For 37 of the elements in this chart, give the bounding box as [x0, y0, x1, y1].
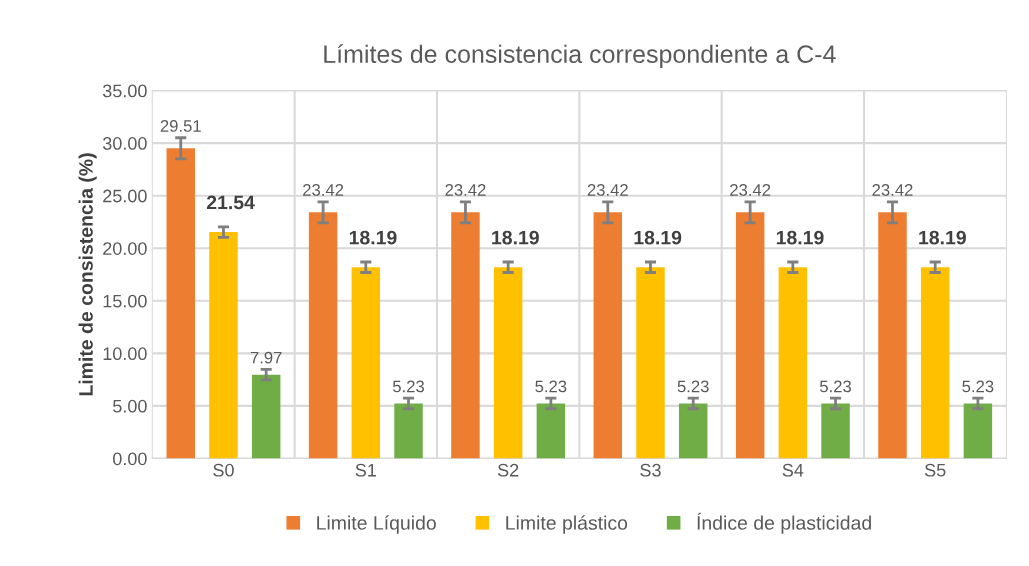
data-label: 18.19	[349, 230, 397, 245]
legend-label: Índice de plasticidad	[697, 512, 871, 534]
data-label: 5.23	[820, 380, 852, 393]
data-label: 23.42	[872, 184, 913, 196]
data-label: 18.19	[776, 230, 824, 245]
data-label: 18.19	[492, 230, 539, 245]
y-tick-label: 10.00	[103, 347, 147, 361]
data-label: 5.23	[535, 380, 567, 393]
y-tick-label: 20.00	[103, 242, 147, 255]
legend-label: Limite plástico	[506, 515, 628, 534]
x-tick-label: S2	[497, 463, 519, 477]
x-tick-label: S1	[355, 463, 376, 477]
data-label: 18.19	[634, 230, 682, 245]
x-tick-label: S5	[924, 463, 946, 477]
x-tick-label: S0	[213, 463, 234, 477]
data-label: 7.97	[250, 351, 282, 364]
data-label: 5.23	[392, 380, 424, 393]
data-label: 5.23	[677, 380, 709, 393]
y-tick-label: 0.00	[113, 452, 147, 466]
data-label: 5.23	[962, 380, 994, 393]
data-label: 21.54	[206, 195, 255, 210]
x-tick-label: S3	[640, 463, 661, 477]
data-label: 23.42	[587, 184, 628, 196]
data-label: 18.19	[919, 230, 966, 245]
y-tick-label: 30.00	[102, 137, 147, 150]
data-label: 23.42	[445, 184, 486, 196]
x-tick-label: S4	[782, 463, 804, 477]
y-tick-label: 25.00	[103, 189, 147, 203]
y-axis-title: Limite de consistencia (%)	[78, 153, 97, 396]
legend-label: Limite Líquido	[317, 515, 436, 534]
data-label: 23.42	[730, 184, 771, 196]
data-label: 29.51	[160, 120, 201, 132]
chart-title: Límites de consistencia correspondiente a C-4	[324, 44, 836, 68]
y-tick-label: 35.00	[102, 84, 147, 98]
y-tick-label: 5.00	[113, 399, 147, 413]
y-tick-label: 15.00	[103, 294, 147, 308]
data-label: 23.42	[303, 184, 344, 196]
